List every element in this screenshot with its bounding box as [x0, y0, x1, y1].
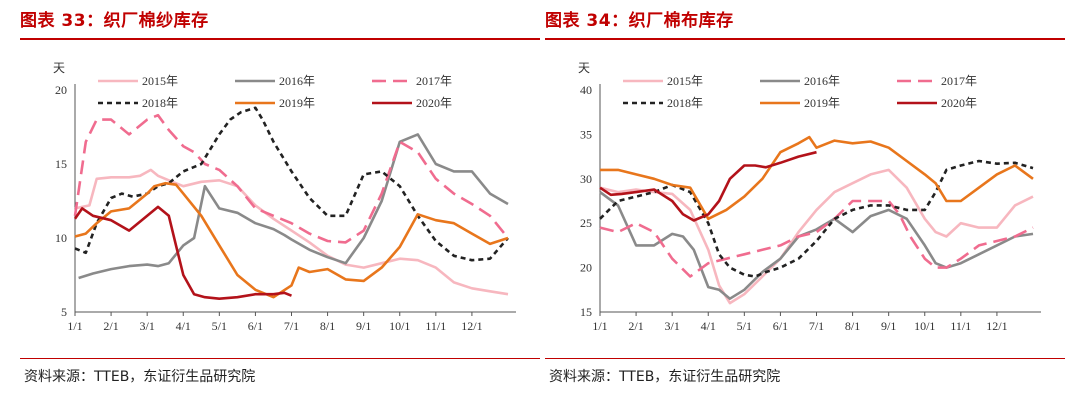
x-tick-label: 12/1: [461, 319, 482, 333]
y-tick-label: 20: [580, 261, 592, 275]
source-rule: [20, 358, 540, 359]
x-tick-label: 10/1: [389, 319, 410, 333]
series-line-2020年: [73, 205, 292, 301]
y-tick-label: 20: [55, 83, 67, 97]
x-tick-label: 6/1: [248, 319, 263, 333]
title-rule: [545, 38, 1065, 40]
x-tick-label: 5/1: [212, 319, 227, 333]
y-tick-label: 35: [580, 127, 592, 141]
source-note: 资料来源：TTEB，东证衍生品研究院: [24, 369, 256, 385]
legend-label: 2015年: [667, 74, 703, 88]
x-tick-label: 7/1: [284, 319, 299, 333]
series-line-2019年: [600, 135, 1034, 221]
x-tick-label: 11/1: [950, 319, 971, 333]
y-tick-label: 30: [580, 172, 592, 186]
legend-label: 2015年: [142, 74, 178, 88]
x-tick-label: 8/1: [845, 319, 860, 333]
x-tick-label: 9/1: [356, 319, 371, 333]
legend-label: 2016年: [279, 74, 315, 88]
x-tick-label: 11/1: [425, 319, 446, 333]
y-tick-label: 25: [580, 216, 592, 230]
y-tick-label: 10: [55, 231, 67, 245]
y-axis-unit-label: 天: [53, 61, 65, 75]
fabric-inventory-chart: 天 15 20 25 30 35 40 1/1 2/1 3/1 4/1 5/1 6/1 7/1 8/1 9/1…: [578, 61, 1041, 333]
x-tick-label: 1/1: [592, 319, 607, 333]
legend-label: 2020年: [416, 96, 452, 110]
series-line-2018年: [599, 159, 1034, 278]
x-tick-label: 12/1: [986, 319, 1007, 333]
series-line-2017年: [73, 113, 510, 244]
x-tick-label: 5/1: [737, 319, 752, 333]
series-line-2020年: [599, 150, 817, 222]
x-tick-label: 2/1: [628, 319, 643, 333]
x-tick-label: 4/1: [176, 319, 191, 333]
chart-title: 图表 33：织厂棉纱库存: [20, 11, 209, 31]
legend-label: 2017年: [416, 74, 452, 88]
x-tick-label: 3/1: [664, 319, 679, 333]
x-tick-label: 3/1: [139, 319, 154, 333]
y-tick-label: 15: [55, 157, 67, 171]
chart-panel-yarn: 图表 33：织厂棉纱库存 天 5 10 15 20 1/1 2/1 3/1 4/1 5/1 6/1 7…: [20, 0, 545, 401]
series-line-2015年: [599, 168, 1034, 305]
y-axis-unit-label: 天: [578, 61, 590, 75]
series-line-2019年: [74, 181, 509, 299]
legend-label: 2016年: [804, 74, 840, 88]
x-tick-label: 6/1: [773, 319, 788, 333]
legend-label: 2018年: [667, 96, 703, 110]
series-line-2015年: [74, 168, 509, 296]
legend-label: 2017年: [941, 74, 977, 88]
x-tick-label: 7/1: [809, 319, 824, 333]
y-tick-label: 5: [61, 305, 67, 319]
legend-label: 2018年: [142, 96, 178, 110]
legend-label: 2019年: [804, 96, 840, 110]
series-line-2016年: [78, 133, 509, 280]
x-tick-label: 8/1: [320, 319, 335, 333]
x-tick-label: 4/1: [701, 319, 716, 333]
source-rule: [545, 358, 1065, 359]
title-rule: [20, 38, 540, 40]
x-tick-label: 1/1: [67, 319, 82, 333]
x-tick-label: 2/1: [103, 319, 118, 333]
source-note: 资料来源：TTEB，东证衍生品研究院: [549, 369, 781, 385]
legend-label: 2020年: [941, 96, 977, 110]
y-tick-label: 40: [580, 83, 592, 97]
legend-label: 2019年: [279, 96, 315, 110]
chart-panel-fabric: 图表 34：织厂棉布库存 天 15 20 25 30 35 40 1/1 2/1 3/1 4/1 5/…: [545, 0, 1070, 401]
x-tick-label: 10/1: [914, 319, 935, 333]
yarn-inventory-chart: 天 5 10 15 20 1/1 2/1 3/1 4/1 5/1 6/1 7/1 8/1 9/1 10/1 1…: [53, 61, 516, 333]
series-line-2016年: [599, 191, 1034, 301]
chart-title: 图表 34：织厂棉布库存: [545, 11, 734, 31]
series-line-2018年: [74, 106, 509, 262]
y-tick-label: 15: [580, 305, 592, 319]
x-tick-label: 9/1: [881, 319, 896, 333]
